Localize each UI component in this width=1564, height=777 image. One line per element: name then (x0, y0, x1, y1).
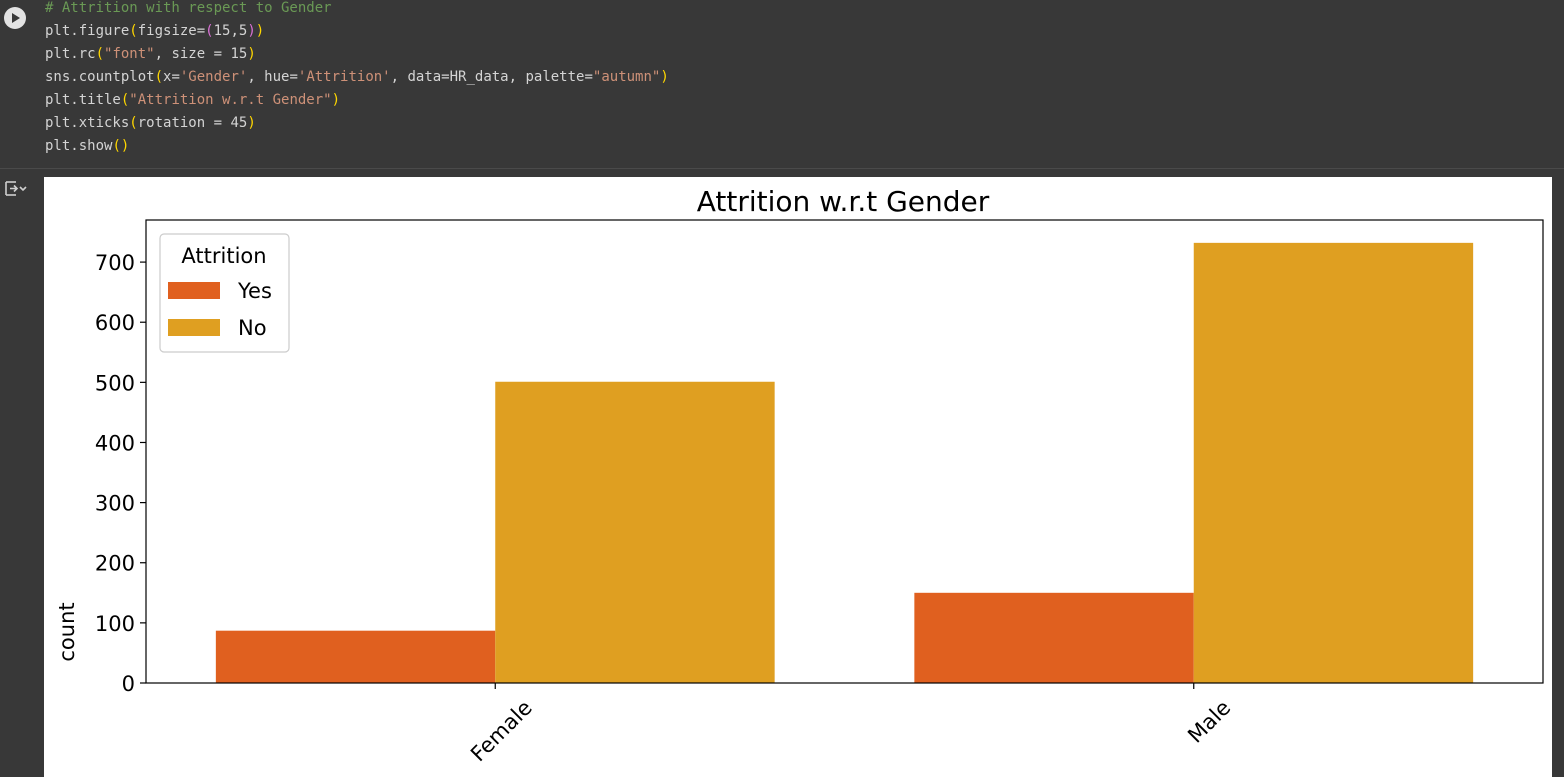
bar-female-yes (215, 630, 496, 683)
code-token: plt.show (45, 138, 113, 154)
code-line: plt.show() (45, 135, 669, 158)
code-line: plt.figure(figsize=(15,5)) (45, 20, 669, 43)
code-token: plt.title (45, 92, 121, 108)
code-token: 5 (238, 23, 248, 39)
y-tick-label: 600 (95, 311, 135, 335)
y-tick-label: 300 (95, 492, 135, 516)
run-play-icon (12, 13, 20, 23)
chart-title: Attrition w.r.t Gender (697, 185, 990, 218)
code-token: ) (247, 46, 256, 62)
code-token: , hue= (247, 69, 298, 85)
code-token: x= (163, 69, 180, 85)
y-axis-label: count (55, 602, 79, 661)
code-token: ) (660, 69, 669, 85)
output-collapse-icon (5, 181, 27, 196)
code-editor[interactable]: # Attrition with respect to Gender plt.fi… (45, 0, 669, 158)
code-token: ) (247, 23, 256, 39)
y-tick-label: 500 (95, 371, 135, 395)
code-line: plt.xticks(rotation = 45) (45, 112, 669, 135)
cell-divider (0, 168, 1564, 169)
legend-swatch-yes (168, 282, 220, 299)
legend-swatch-no (168, 319, 220, 336)
code-line: plt.title("Attrition w.r.t Gender") (45, 89, 669, 112)
output-collapse-button[interactable] (3, 179, 29, 201)
code-token: plt.xticks (45, 115, 130, 131)
legend-label-no: No (238, 316, 267, 340)
y-tick-label: 200 (95, 552, 135, 576)
y-tick-label: 700 (95, 251, 135, 275)
code-token: plt.rc (45, 46, 96, 62)
code-token: # Attrition with respect to Gender (45, 0, 332, 16)
countplot-chart: Attrition w.r.t Gender count 0 100 200 300 4… (55, 185, 1544, 767)
code-token: 'Attrition' (297, 69, 391, 85)
code-token: "autumn" (592, 69, 661, 85)
code-token: ) (331, 92, 341, 108)
code-token: 15 (230, 46, 248, 62)
code-token: ( (120, 92, 130, 108)
code-token: , (230, 23, 239, 39)
run-cell-button[interactable] (4, 7, 26, 29)
x-tick-label-male: Male (1183, 696, 1235, 748)
code-line: plt.rc("font", size = 15) (45, 43, 669, 66)
code-cell[interactable]: # Attrition with respect to Gender plt.fi… (0, 0, 1564, 168)
code-line: sns.countplot(x='Gender', hue='Attrition… (45, 66, 669, 89)
x-tick-label-female: Female (466, 696, 537, 767)
y-tick-label: 100 (95, 612, 135, 636)
code-token: ( (129, 23, 138, 39)
code-token: rotation = (137, 115, 231, 131)
code-token: 45 (230, 115, 248, 131)
plot-area-frame (145, 219, 1544, 684)
code-token: plt.figure (45, 23, 130, 39)
code-token: ( (129, 115, 138, 131)
legend-title: Attrition (181, 244, 266, 268)
code-line: # Attrition with respect to Gender (45, 0, 669, 20)
code-token: 15 (213, 23, 231, 39)
y-tick-label: 0 (122, 672, 135, 696)
code-token: 'Gender' (179, 69, 248, 85)
bar-male-yes (914, 592, 1194, 683)
code-token: () (112, 138, 130, 154)
code-token: "Attrition w.r.t Gender" (129, 92, 332, 108)
code-token: ( (154, 69, 164, 85)
code-token: figsize= (137, 23, 206, 39)
bar-male-no (1193, 242, 1474, 683)
y-tick-label: 400 (95, 431, 135, 455)
code-token: , size = (154, 46, 231, 62)
code-token: ( (205, 23, 214, 39)
legend-label-yes: Yes (237, 279, 272, 303)
legend: Attrition Yes No (159, 233, 290, 353)
code-token: , data=HR_data, palette= (390, 69, 593, 85)
code-token: ) (247, 115, 256, 131)
code-token: ( (95, 46, 105, 62)
code-token: "font" (104, 46, 155, 62)
code-token: ) (255, 23, 265, 39)
cell-output: Attrition w.r.t Gender count 0 100 200 300 4… (44, 177, 1552, 777)
bar-female-no (495, 381, 775, 683)
code-token: sns.countplot (45, 69, 155, 85)
